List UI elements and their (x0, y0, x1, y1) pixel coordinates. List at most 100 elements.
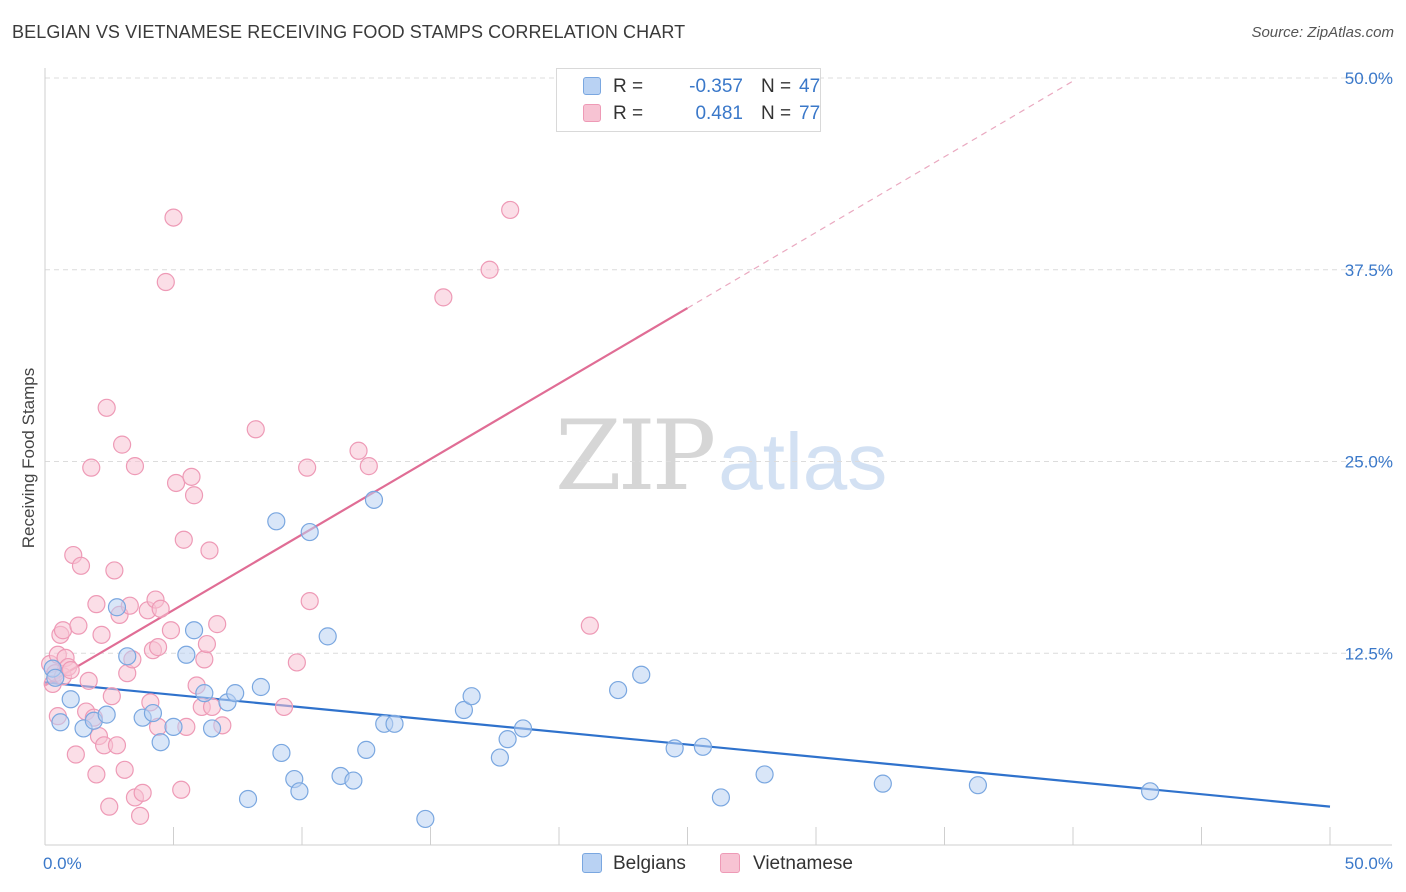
belgians-n-label: N = (761, 76, 792, 97)
belgian-point (968, 776, 988, 795)
belgian-point (164, 717, 183, 736)
belgian-point (272, 743, 291, 763)
vietnamese-point (115, 760, 134, 779)
vietnamese-point (112, 435, 132, 454)
axis-labels: 12.5% 25.0% 37.5% 50.0% 0.0% 50.0% Receiving F… (19, 69, 1393, 873)
belgian-point (416, 809, 435, 829)
vietnamese-point (174, 530, 193, 549)
vietnamese-point (69, 616, 88, 635)
vietnamese-point (71, 556, 91, 575)
x-tick-label-max: 50.0% (1345, 854, 1393, 873)
belgian-point (1140, 782, 1160, 801)
vietnamese-point (100, 797, 119, 816)
belgian-point (344, 771, 363, 790)
belgian-point (151, 733, 170, 752)
vietnamese-point (151, 599, 170, 618)
vietnamese-point (97, 398, 116, 417)
vietnamese-point (105, 561, 124, 580)
axes (44, 68, 1392, 846)
belgians-r-label: R = (613, 76, 644, 97)
belgian-point (665, 739, 684, 758)
vietnamese-point (480, 260, 499, 279)
vietnamese-trend-extension (687, 80, 1074, 309)
chart-title: BELGIAN VS VIETNAMESE RECEIVING FOOD STA… (12, 22, 686, 42)
vietnamese-point (133, 783, 152, 802)
vietnamese-point (195, 650, 214, 669)
belgian-point (202, 719, 222, 738)
vietnamese-point (166, 473, 186, 493)
belgian-point (177, 645, 196, 664)
vietnamese-r-value: 0.481 (695, 103, 743, 124)
vietnamese-point (434, 288, 453, 307)
vietnamese-point (148, 638, 168, 657)
vietnamese-point (87, 765, 106, 784)
vietnamese-point (501, 200, 520, 220)
belgian-point (873, 774, 892, 793)
belgian-point (300, 522, 319, 542)
vietnamese-point (125, 457, 145, 476)
belgians-trend-line (44, 681, 1331, 808)
vietnamese-legend-icon (720, 853, 740, 873)
vietnamese-point (53, 621, 73, 640)
belgian-point (462, 687, 481, 706)
belgian-point (755, 765, 774, 784)
belgian-point (290, 782, 309, 801)
vietnamese-point (66, 745, 85, 764)
belgian-point (385, 714, 404, 733)
vietnamese-point (197, 634, 217, 654)
vietnamese-point (208, 615, 227, 634)
belgian-point (711, 788, 731, 807)
belgian-point (454, 700, 474, 720)
belgian-point (357, 740, 376, 759)
belgian-point (61, 690, 80, 709)
vietnamese-swatch-icon (583, 104, 601, 122)
belgian-point (632, 665, 651, 684)
belgian-point (490, 748, 509, 767)
vietnamese-point (298, 458, 317, 477)
belgian-point (107, 598, 127, 617)
belgians-legend-label: Belgians (613, 853, 686, 874)
vietnamese-point (172, 780, 191, 799)
vietnamese-point (359, 457, 378, 476)
vietnamese-point (184, 486, 204, 505)
belgian-point (51, 713, 70, 732)
belgian-point (251, 677, 270, 697)
y-axis-label: Receiving Food Stamps (19, 368, 38, 548)
vietnamese-legend-label: Vietnamese (753, 853, 853, 874)
vietnamese-point (246, 420, 265, 439)
y-tick-label: 37.5% (1345, 261, 1393, 280)
y-tick-label: 12.5% (1345, 644, 1393, 663)
vietnamese-point (82, 458, 101, 477)
belgian-point (97, 705, 116, 724)
y-tick-label: 25.0% (1345, 453, 1393, 472)
vietnamese-point (164, 208, 183, 227)
belgian-point (195, 684, 214, 703)
belgian-point (238, 789, 258, 809)
belgian-point (226, 684, 245, 703)
belgians-legend-icon (582, 853, 602, 873)
data-points (41, 200, 1160, 829)
belgian-point (513, 719, 533, 738)
vietnamese-point (200, 541, 219, 560)
vietnamese-point (87, 595, 106, 614)
vietnamese-point (102, 687, 121, 706)
vietnamese-point (274, 697, 294, 717)
vietnamese-point (580, 616, 599, 635)
vietnamese-n-label: N = (761, 103, 792, 124)
watermark-zip: ZIP (555, 400, 716, 512)
vietnamese-n-value: 77 (799, 103, 821, 124)
vietnamese-point (92, 625, 111, 644)
belgian-point (609, 680, 628, 700)
y-tick-label: 50.0% (1345, 69, 1393, 88)
vietnamese-point (156, 272, 175, 292)
source-credit: Source: ZipAtlas.com (1251, 24, 1394, 41)
belgians-swatch-icon (583, 77, 601, 95)
belgians-n-value: 47 (799, 76, 821, 97)
vietnamese-point (349, 441, 368, 460)
belgian-point (364, 490, 384, 509)
vietnamese-point (61, 661, 80, 680)
vietnamese-point (130, 806, 150, 825)
belgian-point (184, 621, 204, 640)
x-tick-label-min: 0.0% (43, 854, 82, 873)
